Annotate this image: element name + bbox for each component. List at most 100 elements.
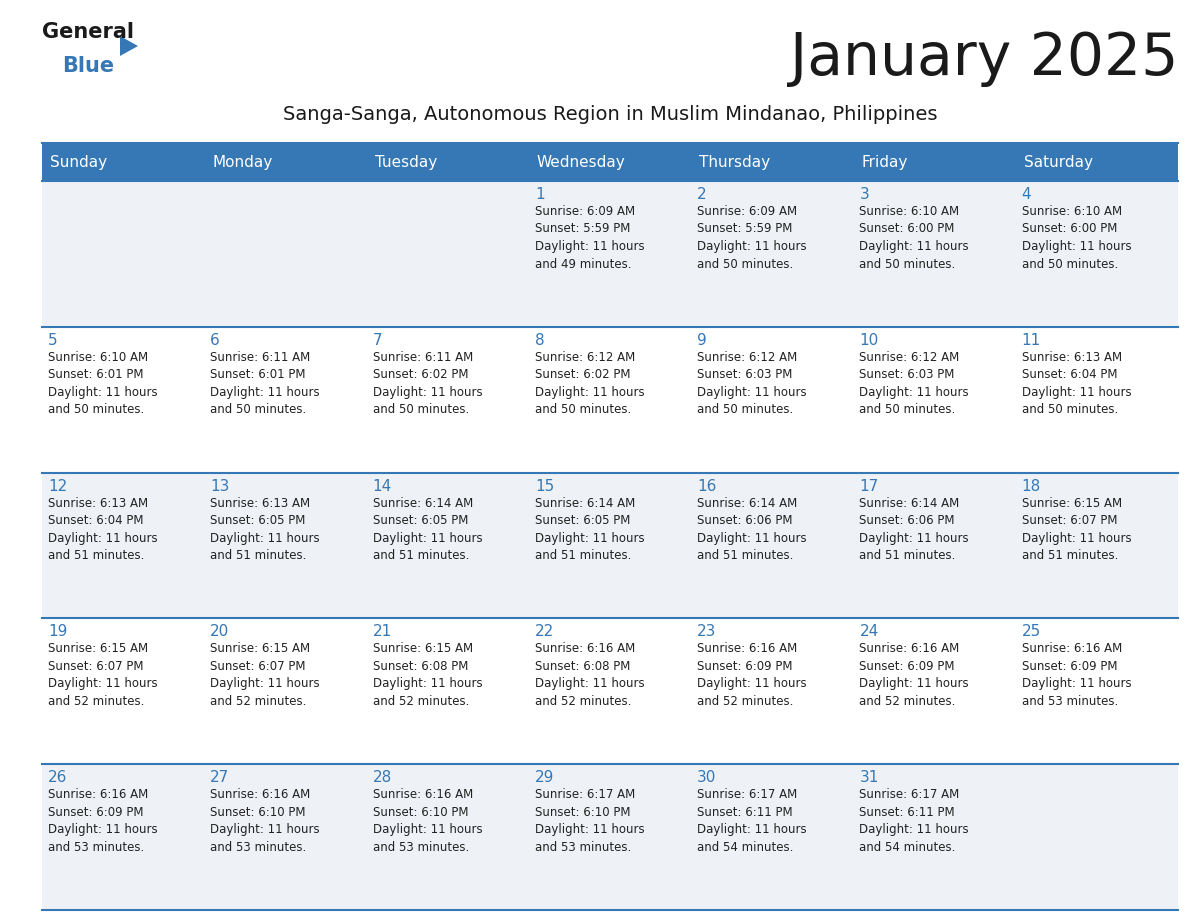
Text: Daylight: 11 hours: Daylight: 11 hours	[210, 386, 320, 398]
Text: and 50 minutes.: and 50 minutes.	[535, 403, 631, 416]
Bar	[529, 764, 691, 910]
Text: Sunrise: 6:14 AM: Sunrise: 6:14 AM	[859, 497, 960, 509]
Bar	[1016, 619, 1178, 764]
Text: 9: 9	[697, 333, 707, 348]
Text: 1: 1	[535, 187, 544, 202]
Text: Daylight: 11 hours: Daylight: 11 hours	[697, 823, 807, 836]
Text: Daylight: 11 hours: Daylight: 11 hours	[1022, 240, 1131, 253]
Text: and 51 minutes.: and 51 minutes.	[373, 549, 469, 562]
Text: Daylight: 11 hours: Daylight: 11 hours	[697, 677, 807, 690]
Text: Daylight: 11 hours: Daylight: 11 hours	[535, 386, 644, 398]
Text: Sunset: 5:59 PM: Sunset: 5:59 PM	[535, 222, 630, 236]
Text: Sunset: 6:02 PM: Sunset: 6:02 PM	[373, 368, 468, 381]
Text: Saturday: Saturday	[1024, 155, 1093, 171]
Text: Sunrise: 6:11 AM: Sunrise: 6:11 AM	[373, 351, 473, 364]
Bar	[853, 473, 1016, 619]
Bar	[204, 181, 367, 327]
Text: and 53 minutes.: and 53 minutes.	[210, 841, 307, 854]
Text: Sunset: 6:08 PM: Sunset: 6:08 PM	[535, 660, 630, 673]
Text: Thursday: Thursday	[700, 155, 770, 171]
Text: and 50 minutes.: and 50 minutes.	[859, 403, 955, 416]
Text: Daylight: 11 hours: Daylight: 11 hours	[48, 823, 158, 836]
Text: Sunset: 6:00 PM: Sunset: 6:00 PM	[1022, 222, 1117, 236]
Text: 5: 5	[48, 333, 58, 348]
Bar	[691, 181, 853, 327]
Text: 18: 18	[1022, 478, 1041, 494]
Bar	[204, 473, 367, 619]
Text: and 50 minutes.: and 50 minutes.	[48, 403, 144, 416]
Text: Daylight: 11 hours: Daylight: 11 hours	[1022, 386, 1131, 398]
Text: Sunrise: 6:17 AM: Sunrise: 6:17 AM	[697, 789, 797, 801]
Text: 19: 19	[48, 624, 68, 640]
Bar	[853, 143, 1016, 181]
Bar	[1016, 327, 1178, 473]
Text: Sunset: 6:07 PM: Sunset: 6:07 PM	[48, 660, 144, 673]
Text: 6: 6	[210, 333, 220, 348]
Text: Sunrise: 6:13 AM: Sunrise: 6:13 AM	[1022, 351, 1121, 364]
Text: Sunrise: 6:16 AM: Sunrise: 6:16 AM	[373, 789, 473, 801]
Bar	[367, 181, 529, 327]
Text: Blue: Blue	[62, 56, 114, 76]
Text: Sunset: 6:07 PM: Sunset: 6:07 PM	[1022, 514, 1117, 527]
Text: 22: 22	[535, 624, 554, 640]
Text: Daylight: 11 hours: Daylight: 11 hours	[373, 386, 482, 398]
Text: 4: 4	[1022, 187, 1031, 202]
Text: and 53 minutes.: and 53 minutes.	[373, 841, 469, 854]
Text: Sunset: 6:10 PM: Sunset: 6:10 PM	[210, 806, 305, 819]
Text: Sunset: 6:08 PM: Sunset: 6:08 PM	[373, 660, 468, 673]
Text: Sunrise: 6:10 AM: Sunrise: 6:10 AM	[1022, 205, 1121, 218]
Text: Sunrise: 6:17 AM: Sunrise: 6:17 AM	[859, 789, 960, 801]
Text: and 50 minutes.: and 50 minutes.	[210, 403, 307, 416]
Bar	[691, 473, 853, 619]
Bar	[853, 619, 1016, 764]
Bar	[853, 764, 1016, 910]
Text: Sunset: 6:06 PM: Sunset: 6:06 PM	[859, 514, 955, 527]
Text: Sunset: 6:03 PM: Sunset: 6:03 PM	[697, 368, 792, 381]
Text: and 50 minutes.: and 50 minutes.	[1022, 403, 1118, 416]
Bar	[204, 619, 367, 764]
Text: Sunrise: 6:14 AM: Sunrise: 6:14 AM	[535, 497, 636, 509]
Text: and 51 minutes.: and 51 minutes.	[210, 549, 307, 562]
Text: and 53 minutes.: and 53 minutes.	[1022, 695, 1118, 708]
Text: Sunrise: 6:10 AM: Sunrise: 6:10 AM	[48, 351, 148, 364]
Text: 24: 24	[859, 624, 879, 640]
Text: and 51 minutes.: and 51 minutes.	[859, 549, 956, 562]
Text: and 51 minutes.: and 51 minutes.	[48, 549, 145, 562]
Bar	[42, 143, 204, 181]
Bar	[691, 764, 853, 910]
Bar	[691, 619, 853, 764]
Bar	[42, 327, 204, 473]
Text: Sunrise: 6:15 AM: Sunrise: 6:15 AM	[373, 643, 473, 655]
Text: Daylight: 11 hours: Daylight: 11 hours	[697, 532, 807, 544]
Bar	[42, 181, 204, 327]
Text: Daylight: 11 hours: Daylight: 11 hours	[48, 532, 158, 544]
Text: Sunset: 6:04 PM: Sunset: 6:04 PM	[48, 514, 144, 527]
Text: and 50 minutes.: and 50 minutes.	[697, 258, 794, 271]
Text: 13: 13	[210, 478, 229, 494]
Text: and 50 minutes.: and 50 minutes.	[697, 403, 794, 416]
Text: Sunrise: 6:13 AM: Sunrise: 6:13 AM	[48, 497, 148, 509]
Text: Daylight: 11 hours: Daylight: 11 hours	[859, 240, 969, 253]
Text: Daylight: 11 hours: Daylight: 11 hours	[48, 677, 158, 690]
Text: Sunset: 6:05 PM: Sunset: 6:05 PM	[210, 514, 305, 527]
Text: 29: 29	[535, 770, 555, 785]
Text: and 52 minutes.: and 52 minutes.	[373, 695, 469, 708]
Bar	[367, 764, 529, 910]
Text: Daylight: 11 hours: Daylight: 11 hours	[859, 532, 969, 544]
Bar	[367, 327, 529, 473]
Text: Daylight: 11 hours: Daylight: 11 hours	[535, 532, 644, 544]
Text: Sunrise: 6:16 AM: Sunrise: 6:16 AM	[859, 643, 960, 655]
Text: Sunset: 6:10 PM: Sunset: 6:10 PM	[373, 806, 468, 819]
Text: Sunset: 6:04 PM: Sunset: 6:04 PM	[1022, 368, 1117, 381]
Text: Sunrise: 6:09 AM: Sunrise: 6:09 AM	[697, 205, 797, 218]
Text: Daylight: 11 hours: Daylight: 11 hours	[48, 386, 158, 398]
Text: Daylight: 11 hours: Daylight: 11 hours	[535, 823, 644, 836]
Text: and 52 minutes.: and 52 minutes.	[535, 695, 631, 708]
Text: Daylight: 11 hours: Daylight: 11 hours	[1022, 532, 1131, 544]
Text: Monday: Monday	[213, 155, 272, 171]
Text: 12: 12	[48, 478, 68, 494]
Bar	[42, 619, 204, 764]
Text: 15: 15	[535, 478, 554, 494]
Text: Sunset: 6:03 PM: Sunset: 6:03 PM	[859, 368, 955, 381]
Text: Sunrise: 6:13 AM: Sunrise: 6:13 AM	[210, 497, 310, 509]
